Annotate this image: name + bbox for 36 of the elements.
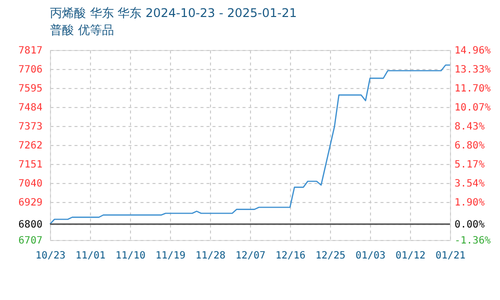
y-tick-label: 7595 — [18, 84, 42, 94]
x-tick-label: 01/12 — [395, 250, 426, 262]
y2-tick-label: 0.00% — [454, 220, 485, 231]
chart-title: 丙烯酸 华东 华东 2024-10-23 - 2025-01-21 — [50, 6, 297, 20]
x-tick-label: 01/21 — [435, 250, 466, 262]
x-tick-label: 12/25 — [315, 250, 346, 262]
y2-tick-label: 1.90% — [454, 198, 485, 209]
y-tick-label: 6707 — [18, 236, 42, 246]
x-tick-label: 10/23 — [35, 250, 66, 262]
y-tick-label: 7484 — [18, 102, 42, 114]
x-tick-label: 12/07 — [235, 250, 266, 262]
y-tick-label: 6929 — [18, 198, 42, 208]
x-tick-label: 01/03 — [355, 250, 386, 262]
y2-tick-label: 5.17% — [454, 159, 485, 170]
y-tick-label: 6800 — [18, 220, 42, 231]
y-tick-label: 7040 — [18, 178, 42, 190]
x-tick-label: 11/10 — [115, 250, 146, 262]
y2-tick-label: 3.54% — [454, 178, 485, 190]
y2-tick-label: 10.07% — [454, 102, 491, 114]
y-tick-label: 7151 — [18, 160, 42, 170]
line-series — [49, 64, 451, 225]
y2-tick-label: 8.43% — [454, 122, 485, 133]
y2-tick-label: -1.36% — [454, 236, 491, 246]
y-tick-label: 7817 — [18, 46, 42, 56]
x-tick-label: 12/16 — [275, 250, 306, 262]
y-tick-label: 7262 — [18, 140, 42, 152]
y-tick-label: 7373 — [18, 122, 42, 132]
y2-tick-label: 6.80% — [454, 140, 485, 152]
y2-tick-label: 14.96% — [454, 46, 491, 56]
y2-tick-label: 11.70% — [454, 83, 491, 94]
chart-subtitle: 普酸 优等品 — [50, 23, 114, 37]
x-tick-label: 11/28 — [195, 250, 226, 262]
y2-tick-label: 13.33% — [454, 64, 491, 76]
x-tick-label: 11/19 — [155, 250, 186, 262]
y-tick-label: 7706 — [18, 64, 42, 76]
x-tick-label: 11/01 — [75, 250, 106, 262]
